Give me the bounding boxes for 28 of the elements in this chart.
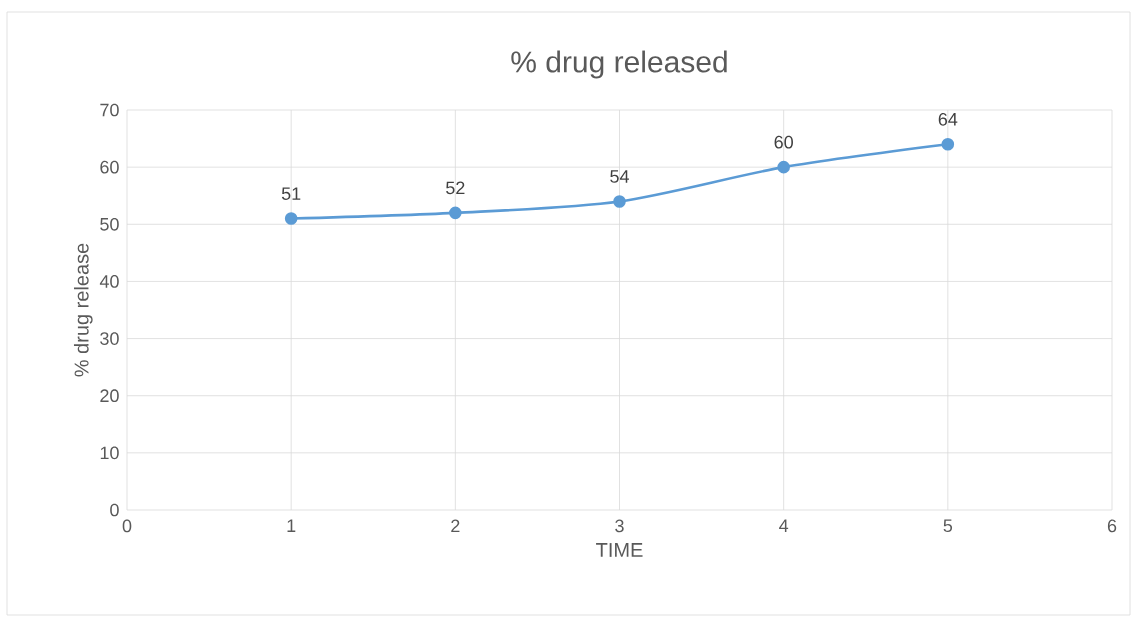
point <box>941 137 955 151</box>
x-axis-title: TIME <box>596 543 643 557</box>
y-tick-label: 50 <box>100 217 119 231</box>
y-tick-label: 70 <box>100 103 119 117</box>
point <box>777 160 790 174</box>
y-tick-label: 40 <box>99 275 119 288</box>
data-label: 64 <box>938 112 958 126</box>
data-label: 52 <box>446 181 465 195</box>
point <box>449 206 462 220</box>
point <box>613 195 626 208</box>
x-tick-label: 4 <box>779 519 789 532</box>
y-tick-label: 30 <box>100 332 119 345</box>
data-label: 51 <box>281 187 301 200</box>
x-tick-label: 0 <box>122 519 132 533</box>
x-tick-label: 6 <box>1107 519 1117 533</box>
y-tick-label: 0 <box>110 503 119 517</box>
x-tick-label: 3 <box>615 519 624 533</box>
y-tick-label: 20 <box>100 389 119 403</box>
data-label: 60 <box>774 135 793 149</box>
y-tick-label: 10 <box>100 446 119 460</box>
point <box>284 212 298 225</box>
x-tick-label: 2 <box>451 519 460 533</box>
x-tick-label: 5 <box>943 519 953 533</box>
data-label: 54 <box>610 170 629 183</box>
y-tick-label: 60 <box>100 160 119 174</box>
x-tick-label: 1 <box>287 519 296 532</box>
y-axis-title: % drug release <box>73 243 93 377</box>
chart-title: % drug released <box>511 50 727 79</box>
